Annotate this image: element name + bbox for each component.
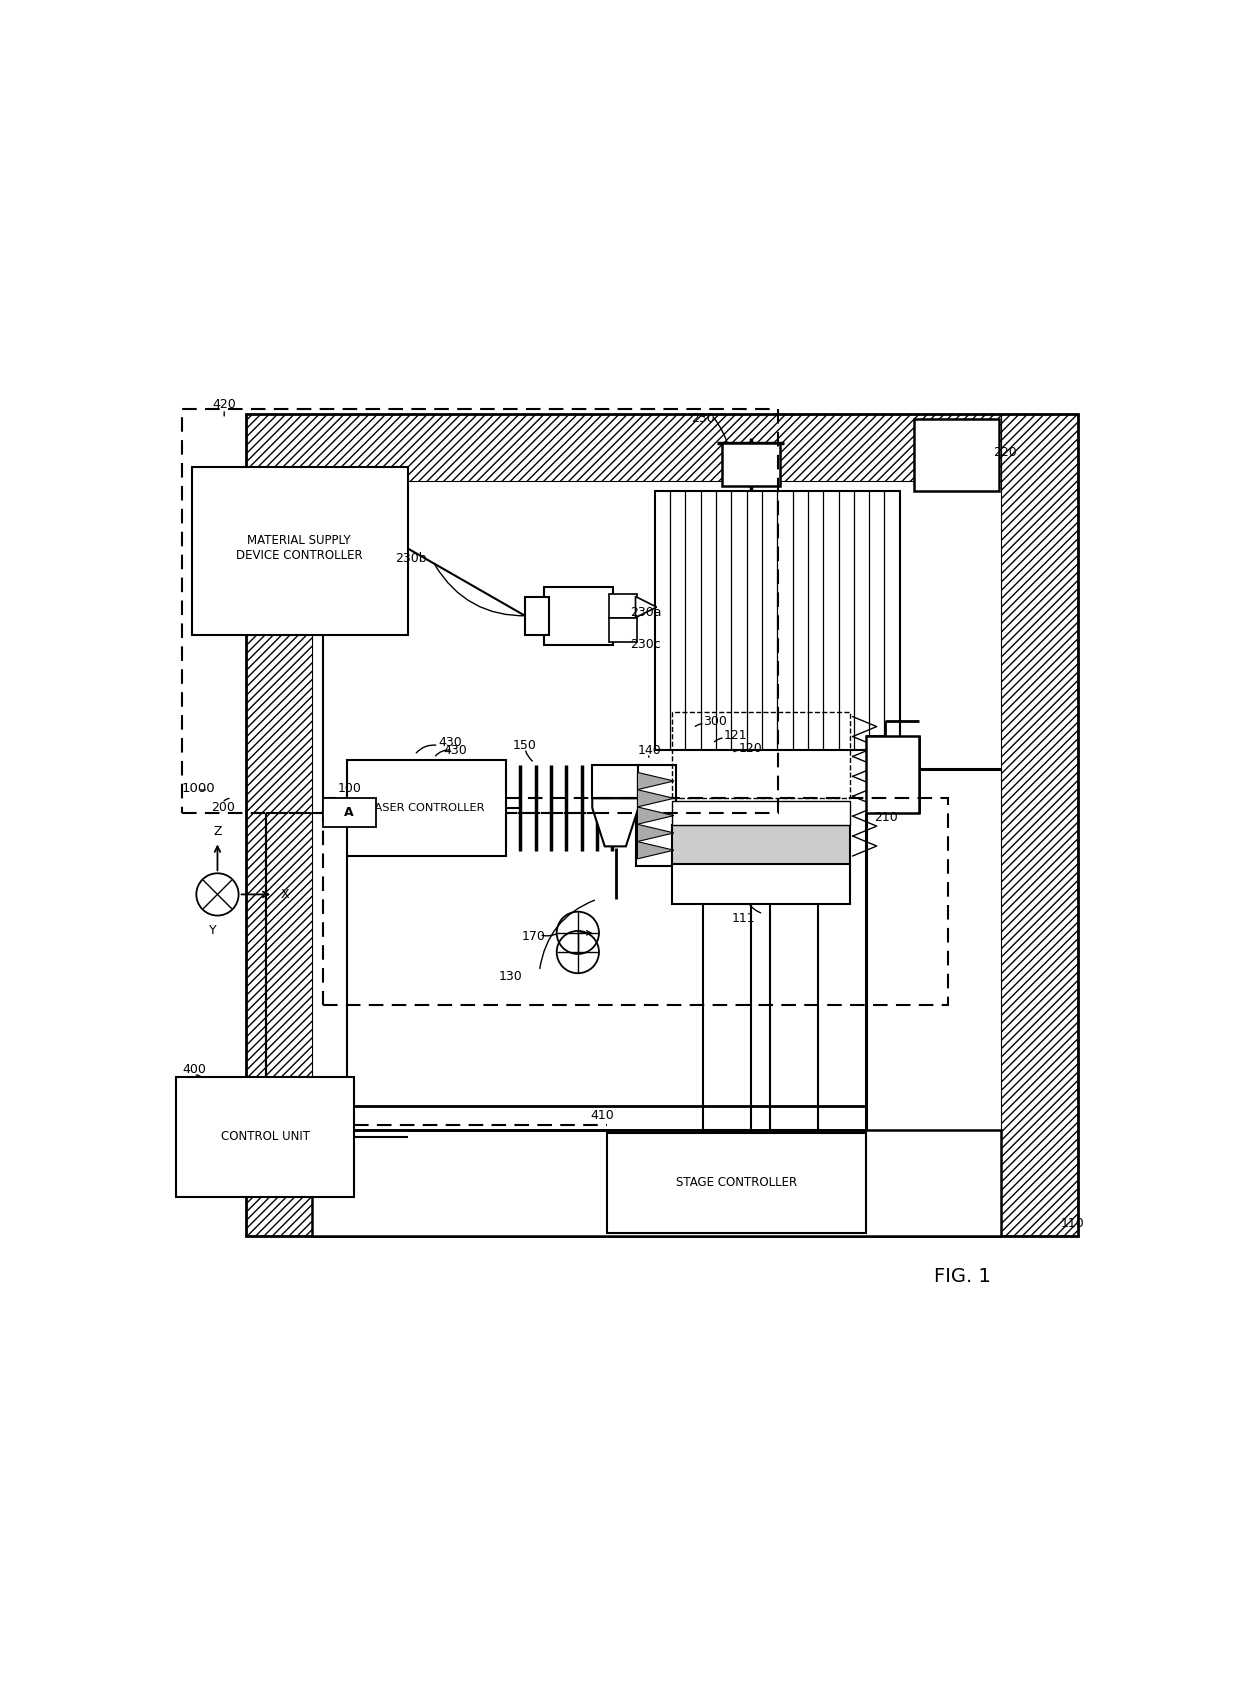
Text: 430: 430 bbox=[439, 736, 463, 749]
Text: FIG. 1: FIG. 1 bbox=[934, 1268, 991, 1287]
Polygon shape bbox=[637, 773, 675, 790]
Bar bbox=[672, 864, 849, 903]
Bar bbox=[722, 442, 780, 486]
Text: 410: 410 bbox=[590, 1109, 614, 1122]
Polygon shape bbox=[637, 824, 675, 841]
Bar bbox=[609, 593, 637, 617]
Text: 140: 140 bbox=[637, 744, 661, 756]
Text: 210: 210 bbox=[874, 810, 898, 824]
Text: Z: Z bbox=[213, 825, 222, 839]
Polygon shape bbox=[635, 597, 657, 617]
Bar bbox=[247, 573, 311, 1236]
Bar bbox=[247, 414, 1001, 481]
Bar bbox=[770, 902, 818, 1131]
Bar bbox=[324, 798, 947, 1005]
Text: A: A bbox=[345, 807, 353, 819]
Text: 130: 130 bbox=[498, 970, 523, 983]
Text: Y: Y bbox=[208, 924, 217, 937]
Text: LASER CONTROLLER: LASER CONTROLLER bbox=[368, 803, 485, 814]
Polygon shape bbox=[593, 798, 639, 846]
Text: 430: 430 bbox=[444, 744, 467, 756]
Text: 400: 400 bbox=[182, 1063, 206, 1076]
Text: 100: 100 bbox=[337, 781, 362, 795]
Bar bbox=[635, 764, 676, 866]
Bar bbox=[609, 617, 637, 642]
Bar bbox=[606, 1132, 866, 1232]
Polygon shape bbox=[637, 790, 675, 807]
Text: 200: 200 bbox=[211, 802, 234, 814]
Text: 230a: 230a bbox=[630, 607, 661, 619]
Text: 150: 150 bbox=[512, 739, 537, 753]
Bar bbox=[672, 712, 849, 798]
Text: CONTROL UNIT: CONTROL UNIT bbox=[221, 1131, 310, 1142]
Text: 111: 111 bbox=[732, 912, 755, 925]
Text: 420: 420 bbox=[213, 398, 237, 410]
Polygon shape bbox=[637, 807, 675, 824]
Text: 1000: 1000 bbox=[182, 781, 216, 795]
Text: 121: 121 bbox=[724, 729, 748, 742]
Polygon shape bbox=[637, 841, 675, 859]
Bar bbox=[311, 1131, 1001, 1236]
Text: 230c: 230c bbox=[630, 637, 661, 651]
Text: STAGE CONTROLLER: STAGE CONTROLLER bbox=[676, 1176, 797, 1190]
Text: 230b: 230b bbox=[396, 551, 427, 564]
Bar bbox=[866, 736, 919, 812]
Bar bbox=[324, 798, 376, 827]
Bar bbox=[176, 1076, 353, 1197]
Text: 170: 170 bbox=[522, 931, 546, 942]
Bar bbox=[672, 802, 849, 825]
Bar bbox=[544, 586, 614, 644]
Bar bbox=[703, 902, 751, 1131]
Bar bbox=[247, 414, 1078, 1236]
Text: 110: 110 bbox=[1060, 1217, 1084, 1229]
Text: X: X bbox=[280, 888, 289, 902]
Bar bbox=[191, 466, 408, 636]
Bar bbox=[182, 408, 777, 812]
Bar bbox=[525, 597, 549, 636]
Text: MATERIAL SUPPLY
DEVICE CONTROLLER: MATERIAL SUPPLY DEVICE CONTROLLER bbox=[236, 534, 362, 563]
Text: 230: 230 bbox=[691, 412, 715, 425]
Bar bbox=[655, 492, 900, 751]
Bar bbox=[1001, 414, 1078, 1236]
Bar bbox=[914, 419, 998, 492]
Bar bbox=[347, 759, 506, 856]
Bar bbox=[672, 825, 849, 866]
Text: 220: 220 bbox=[993, 446, 1017, 459]
Bar bbox=[593, 764, 639, 798]
Text: 120: 120 bbox=[738, 742, 763, 754]
Text: 300: 300 bbox=[703, 715, 727, 727]
